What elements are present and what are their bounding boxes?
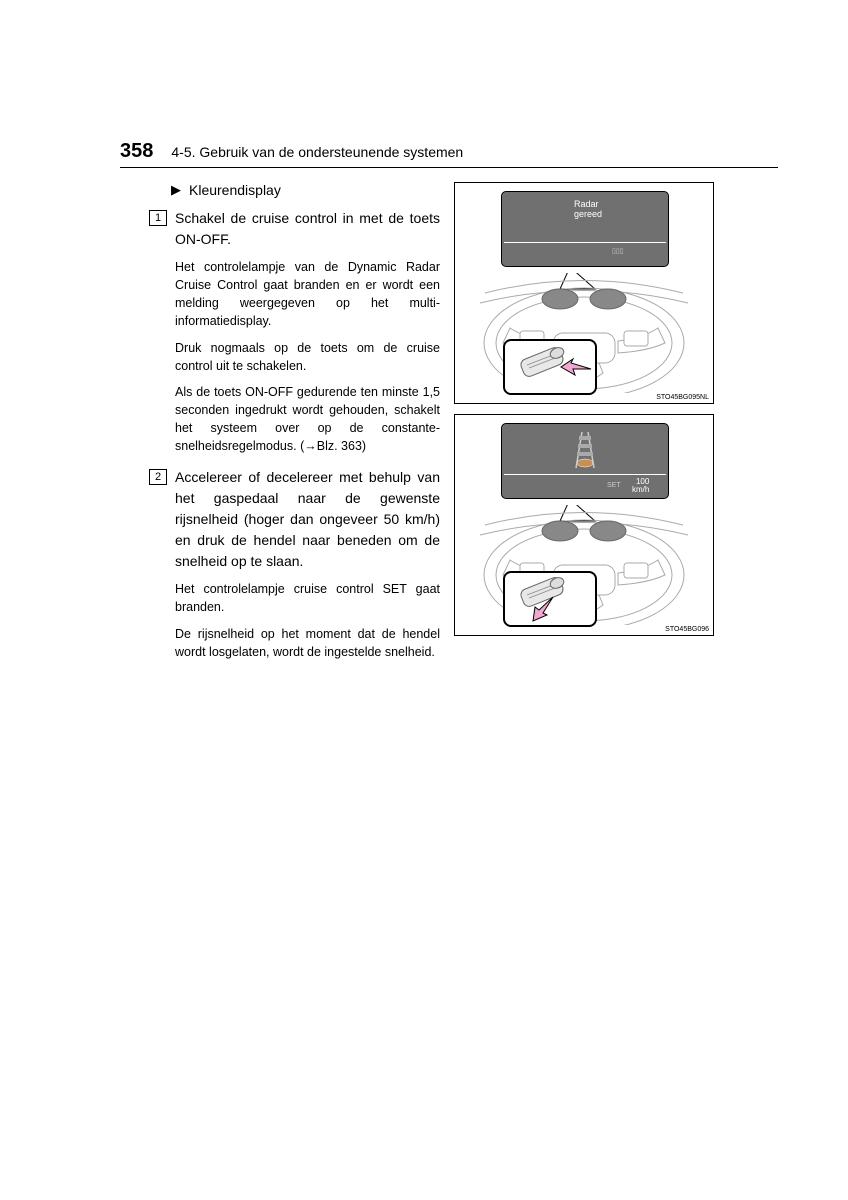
figure-code: STO45BG096 [665, 626, 709, 633]
display-speed-value: 100 km/h [632, 478, 649, 494]
content-columns: ▶ Kleurendisplay 1 Schakel de cruise con… [120, 182, 778, 673]
step-1: 1 Schakel de cruise control in met de to… [175, 208, 440, 455]
sub-heading-row: ▶ Kleurendisplay [171, 182, 440, 198]
header-rule [120, 167, 778, 168]
step-paragraph: Het controlelampje cruise control SET ga… [175, 580, 440, 616]
figure-code: STO45BG095NL [656, 394, 709, 401]
lever-inset [503, 571, 597, 627]
page-header: 358 4-5. Gebruik van de ondersteunende s… [120, 140, 778, 163]
section-title: 4-5. Gebruik van de ondersteunende syste… [171, 144, 463, 160]
step-title: Accelereer of decelereer met behulp van … [175, 467, 440, 572]
sub-heading: Kleurendisplay [189, 182, 281, 198]
cruise-lever-icon [505, 341, 595, 393]
radar-lane-icon [574, 430, 596, 470]
display-bottom-icon: SET [607, 482, 621, 489]
step-paragraph: Het controlelampje van de Dynamic Radar … [175, 258, 440, 331]
cruise-lever-icon [505, 573, 595, 625]
page-number: 358 [120, 140, 153, 163]
display-divider [504, 242, 666, 243]
text-column: ▶ Kleurendisplay 1 Schakel de cruise con… [120, 182, 440, 673]
arrow-icon [561, 359, 591, 375]
display-status-text: Radar gereed [574, 200, 602, 220]
triangle-marker-icon: ▶ [171, 182, 181, 198]
step-number-box: 2 [149, 469, 167, 485]
dashboard-display: SET 100 km/h [501, 423, 669, 499]
step-number-box: 1 [149, 210, 167, 226]
figure-column: Radar gereed ▯▯▯ [454, 182, 714, 673]
figure-1: Radar gereed ▯▯▯ [454, 182, 714, 404]
step-paragraph: Druk nogmaals op de toets om de cruise c… [175, 339, 440, 375]
step-paragraph: De rijsnelheid op het moment dat de hend… [175, 625, 440, 661]
display-bottom-icon: ▯▯▯ [612, 247, 624, 255]
figure-2: SET 100 km/h [454, 414, 714, 636]
step-paragraph: Als de toets ON-OFF gedurende ten minste… [175, 383, 440, 456]
step-title: Schakel de cruise control in met de toet… [175, 208, 440, 250]
step-2: 2 Accelereer of decelereer met behulp va… [175, 467, 440, 661]
lever-inset [503, 339, 597, 395]
display-divider [504, 474, 666, 475]
dashboard-display: Radar gereed ▯▯▯ [501, 191, 669, 267]
manual-page: 358 4-5. Gebruik van de ondersteunende s… [0, 0, 848, 673]
